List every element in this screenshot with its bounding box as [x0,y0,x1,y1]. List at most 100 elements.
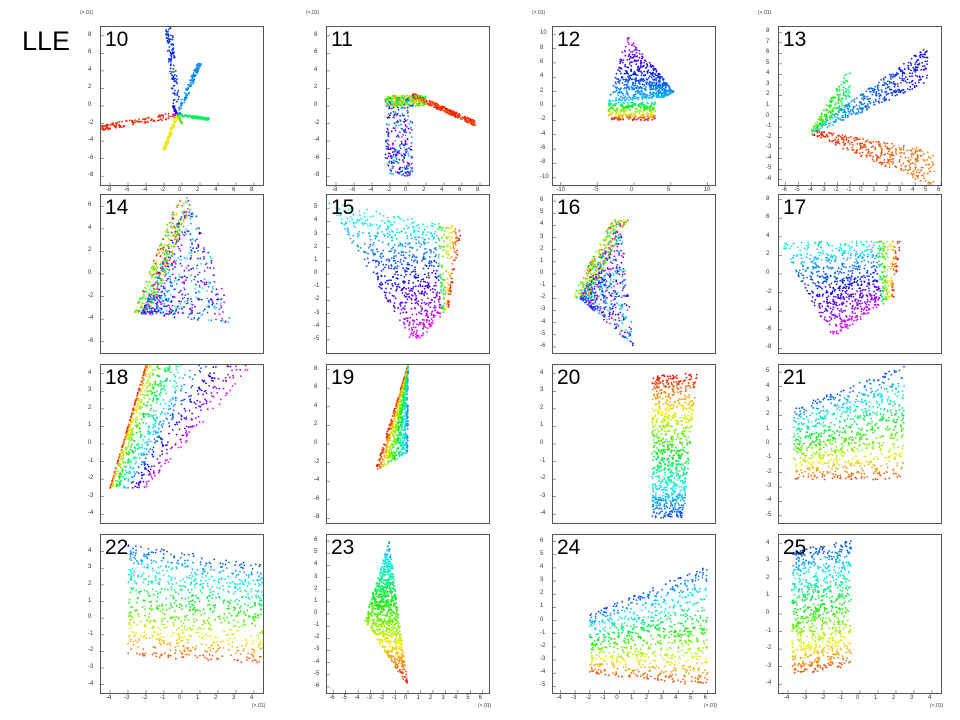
data-point [669,88,671,91]
data-point [164,294,166,297]
data-point [199,286,201,289]
x-tick-label: 3 [898,187,902,193]
data-point [622,117,624,120]
data-point [170,57,172,60]
data-point [643,117,646,119]
data-point [451,237,453,240]
data-point [923,69,926,71]
data-point [200,63,203,66]
data-point [886,146,889,148]
data-point [403,166,406,169]
data-point [151,269,154,271]
data-point [886,161,889,163]
data-point [398,167,401,170]
data-point [851,108,854,111]
data-point [432,291,435,294]
data-point [186,230,189,232]
data-point [197,62,199,65]
data-point [471,122,474,125]
data-point [172,105,175,108]
data-point [899,152,901,154]
data-point [628,49,631,52]
data-point [855,104,858,107]
data-point [158,114,161,117]
data-point [838,111,840,113]
data-point [140,297,143,300]
data-point [915,171,918,174]
data-point [819,117,822,119]
data-point [174,93,176,96]
data-point [391,156,393,159]
data-point [626,91,629,93]
data-point [842,138,845,141]
data-point [160,279,163,282]
data-point [173,74,176,76]
data-point [144,297,147,300]
data-point [900,164,902,167]
data-point [410,142,413,144]
data-point [422,97,425,100]
data-point [405,148,408,151]
data-point [185,267,188,269]
data-point [444,109,447,112]
data-point [401,136,403,138]
data-point [894,151,897,153]
data-point [166,50,169,52]
data-point [397,274,399,276]
data-point [859,142,862,144]
data-point [177,115,179,117]
data-point [222,311,224,313]
data-point [168,247,170,249]
data-point [837,117,840,120]
data-point [916,154,919,156]
data-point [195,296,197,299]
data-point [878,81,880,84]
data-point [167,297,170,300]
data-point [835,136,838,139]
data-point [841,118,843,121]
data-point [173,288,176,291]
data-point [174,305,176,308]
data-point [640,74,643,77]
data-point [820,131,823,134]
data-point [159,273,161,275]
data-point [171,128,173,131]
data-point [177,219,180,222]
data-point [651,108,654,111]
data-point [178,106,180,109]
data-point [425,251,428,253]
data-point [394,160,397,163]
data-point [849,72,851,75]
data-point [853,98,856,101]
data-point [160,285,163,287]
data-point [412,94,414,96]
data-point [173,64,175,67]
data-point [820,115,823,118]
data-point [160,303,163,305]
y-tick-label: 5 [766,59,770,66]
data-point [166,244,169,247]
data-point [631,105,634,108]
data-point [891,158,893,161]
data-point [160,312,163,315]
data-point [637,59,640,62]
data-point [619,118,622,121]
scatter-plot [553,33,708,185]
data-point [618,114,621,117]
data-point [385,263,388,266]
data-point [408,323,411,325]
data-point [932,181,935,183]
data-point [162,273,165,276]
data-point [446,277,448,280]
data-point [447,305,450,308]
data-point [438,245,441,248]
data-point [626,107,628,109]
data-point [433,233,436,235]
data-point [907,88,909,90]
x-tick-label: -5 [593,187,599,193]
data-point [902,79,905,82]
data-point [190,85,192,88]
data-point [179,289,182,292]
data-point [618,70,621,73]
data-point [146,120,149,123]
